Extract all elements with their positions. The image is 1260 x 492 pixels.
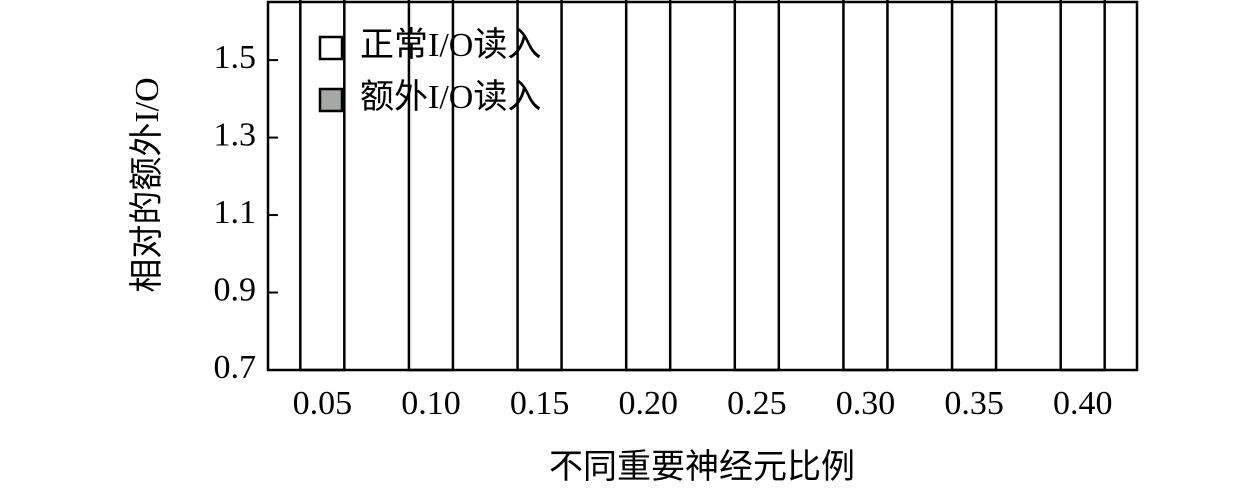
x-tick-label: 0.05 bbox=[293, 385, 353, 422]
bar-segment bbox=[1059, 0, 1106, 372]
x-tick-label: 0.20 bbox=[618, 385, 678, 422]
y-tick-label: 1.1 bbox=[214, 194, 257, 231]
bar-segment bbox=[950, 0, 998, 372]
y-axis-title: 相对的额外I/O bbox=[128, 77, 166, 292]
x-tick-label: 0.10 bbox=[401, 385, 461, 422]
y-tick-label: 1.3 bbox=[214, 116, 257, 153]
bar-segment bbox=[299, 0, 346, 372]
bar-segment bbox=[624, 0, 672, 372]
x-tick-label: 0.30 bbox=[836, 385, 896, 422]
legend-swatch bbox=[318, 35, 344, 61]
bar-segment bbox=[842, 0, 889, 372]
bar-segment bbox=[516, 0, 563, 372]
y-tick-label: 0.9 bbox=[214, 271, 257, 308]
plot-frame bbox=[266, 0, 1139, 372]
legend-swatch bbox=[318, 87, 344, 113]
bar-segment bbox=[733, 0, 781, 372]
legend-label: 正常I/O读入 bbox=[360, 26, 541, 64]
x-tick-label: 0.35 bbox=[944, 385, 1004, 422]
y-tick-label: 0.7 bbox=[214, 349, 257, 386]
x-tick-label: 0.40 bbox=[1053, 385, 1113, 422]
y-tick-label: 1.5 bbox=[214, 39, 257, 76]
legend-label: 额外I/O读入 bbox=[360, 78, 541, 116]
x-axis-title: 不同重要神经元比例 bbox=[549, 448, 855, 486]
x-tick-label: 0.25 bbox=[727, 385, 787, 422]
x-tick-label: 0.15 bbox=[510, 385, 570, 422]
